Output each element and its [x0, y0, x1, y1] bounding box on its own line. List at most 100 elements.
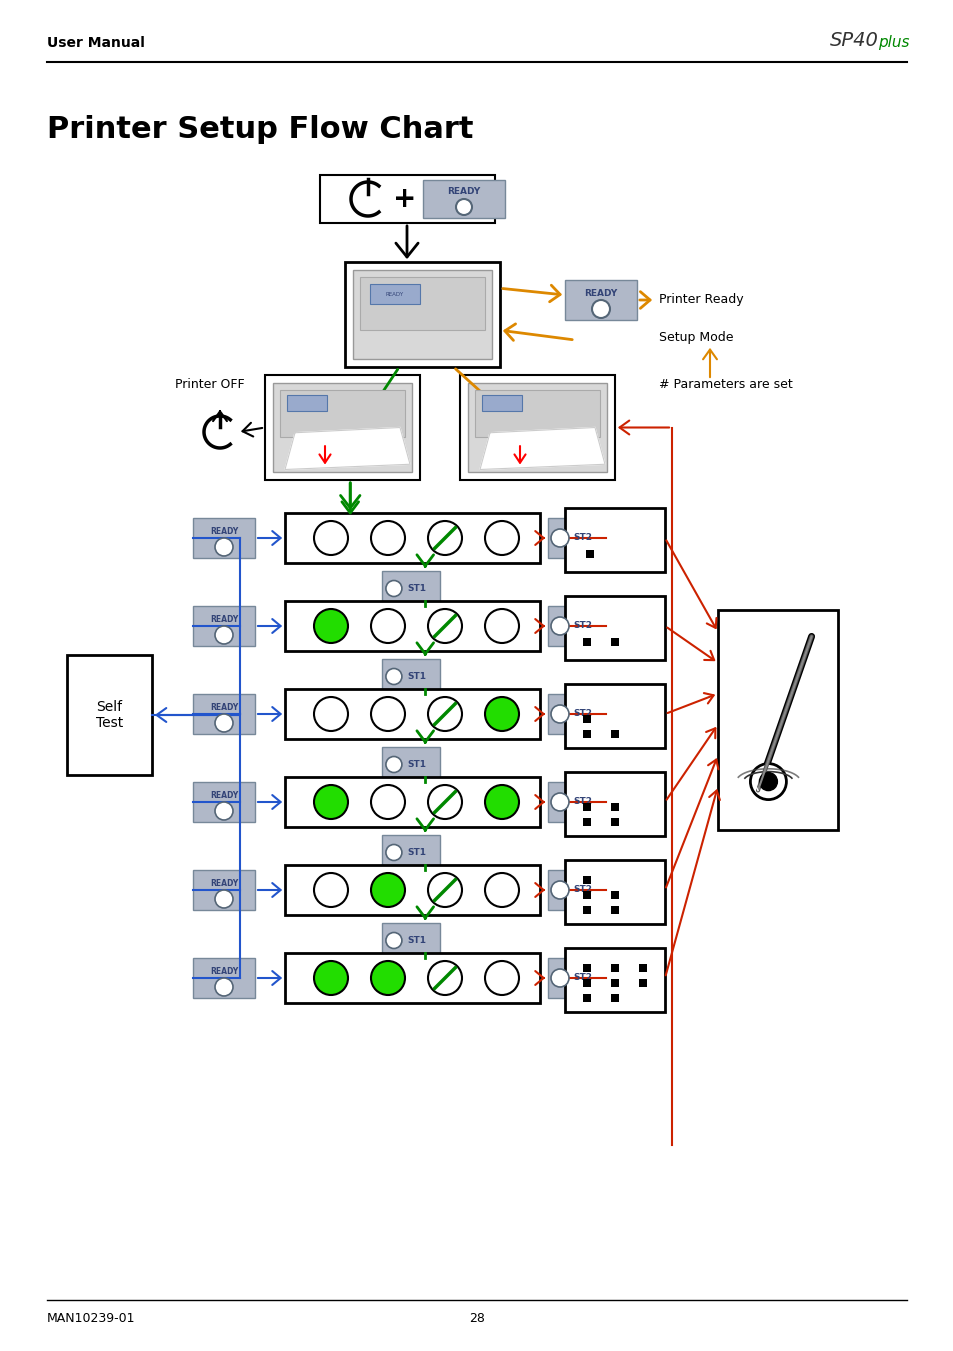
Bar — [610, 892, 618, 900]
Bar — [582, 804, 590, 811]
Bar — [459, 376, 615, 480]
Circle shape — [551, 530, 568, 547]
Bar — [564, 280, 637, 320]
Circle shape — [314, 785, 348, 819]
Bar — [285, 513, 539, 563]
Circle shape — [484, 697, 518, 731]
Circle shape — [551, 617, 568, 635]
Circle shape — [484, 873, 518, 907]
Bar — [564, 861, 664, 924]
Bar — [639, 979, 646, 988]
Bar — [381, 659, 439, 694]
Circle shape — [759, 773, 777, 790]
Bar — [610, 994, 618, 1002]
Bar — [353, 270, 492, 359]
Bar — [582, 730, 590, 738]
Text: READY: READY — [210, 703, 238, 712]
Bar — [564, 596, 664, 661]
Bar — [610, 638, 618, 646]
Bar — [610, 979, 618, 988]
Bar — [585, 550, 594, 558]
Bar — [582, 965, 590, 973]
Text: Setup Mode: Setup Mode — [659, 331, 733, 345]
Text: READY: READY — [447, 186, 480, 196]
Circle shape — [428, 873, 461, 907]
Circle shape — [750, 763, 785, 800]
Bar — [564, 684, 664, 748]
Circle shape — [484, 521, 518, 555]
Text: ST2: ST2 — [573, 709, 592, 719]
Circle shape — [386, 932, 401, 948]
Circle shape — [214, 626, 233, 644]
Text: plus: plus — [877, 35, 908, 50]
Circle shape — [484, 785, 518, 819]
Circle shape — [371, 961, 405, 994]
Bar — [582, 638, 590, 646]
Circle shape — [371, 521, 405, 555]
Circle shape — [371, 785, 405, 819]
Circle shape — [551, 881, 568, 898]
Bar — [285, 952, 539, 1002]
Text: ST1: ST1 — [407, 936, 426, 944]
Bar — [582, 907, 590, 913]
Text: ST2: ST2 — [573, 621, 592, 631]
Bar — [273, 382, 412, 471]
Circle shape — [428, 521, 461, 555]
Circle shape — [371, 609, 405, 643]
Circle shape — [456, 199, 472, 215]
Text: 28: 28 — [469, 1312, 484, 1324]
Text: READY: READY — [210, 615, 238, 624]
Bar — [582, 892, 590, 900]
Bar — [564, 948, 664, 1012]
Bar — [718, 611, 837, 830]
Bar — [610, 965, 618, 973]
Bar — [319, 176, 495, 223]
Text: SP40: SP40 — [829, 31, 878, 50]
Bar — [468, 382, 606, 471]
Text: ST2: ST2 — [573, 885, 592, 894]
Circle shape — [484, 961, 518, 994]
Bar — [381, 923, 439, 958]
Text: User Manual: User Manual — [47, 36, 145, 50]
Circle shape — [214, 978, 233, 996]
Polygon shape — [285, 427, 410, 470]
Bar — [547, 958, 605, 998]
Text: Printer Ready: Printer Ready — [659, 293, 742, 307]
Bar — [547, 694, 605, 734]
Polygon shape — [479, 427, 604, 470]
Bar — [547, 607, 605, 646]
Circle shape — [428, 961, 461, 994]
Bar — [193, 782, 254, 821]
Circle shape — [314, 521, 348, 555]
Text: READY: READY — [584, 289, 617, 297]
Circle shape — [386, 844, 401, 861]
Bar — [547, 782, 605, 821]
Bar — [547, 517, 605, 558]
Circle shape — [371, 697, 405, 731]
Bar — [280, 390, 405, 438]
Text: READY: READY — [210, 878, 238, 888]
Text: ST2: ST2 — [573, 974, 592, 982]
Bar — [381, 571, 439, 607]
Bar — [193, 694, 254, 734]
Bar — [610, 804, 618, 811]
Text: Printer OFF: Printer OFF — [174, 378, 244, 392]
Text: ST2: ST2 — [573, 797, 592, 807]
Bar — [67, 655, 152, 775]
Bar — [475, 390, 599, 438]
Circle shape — [314, 961, 348, 994]
Text: ST1: ST1 — [407, 584, 426, 593]
Circle shape — [214, 538, 233, 557]
Bar — [582, 715, 590, 723]
Text: ST1: ST1 — [407, 848, 426, 857]
Circle shape — [551, 705, 568, 723]
Circle shape — [214, 713, 233, 732]
Circle shape — [314, 609, 348, 643]
Circle shape — [214, 802, 233, 820]
Circle shape — [386, 581, 401, 597]
Bar — [582, 979, 590, 988]
Bar — [285, 865, 539, 915]
Bar — [381, 747, 439, 782]
Bar — [193, 607, 254, 646]
Circle shape — [428, 785, 461, 819]
